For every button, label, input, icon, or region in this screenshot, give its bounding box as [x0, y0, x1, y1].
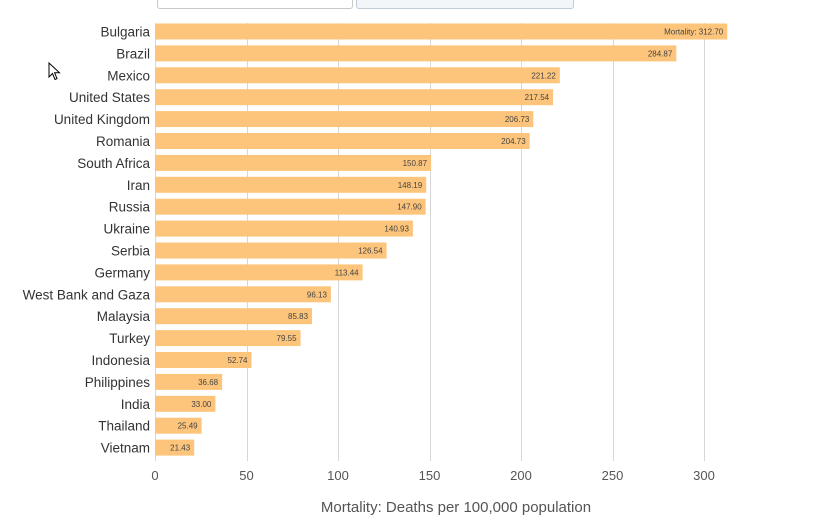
category-label: Indonesia: [91, 353, 150, 368]
bar[interactable]: [155, 395, 216, 412]
data-label: 36.68: [198, 378, 219, 387]
bar[interactable]: [155, 89, 554, 106]
bar[interactable]: [155, 45, 677, 62]
data-label: 148.19: [398, 181, 423, 190]
data-label: 96.13: [307, 290, 328, 299]
category-label: Malaysia: [97, 309, 151, 324]
grid-lines: [155, 23, 705, 461]
data-label: 25.49: [178, 422, 199, 431]
top-control-right[interactable]: [356, 0, 574, 9]
category-label: Turkey: [109, 331, 150, 346]
category-label: Philippines: [85, 375, 151, 390]
x-tick-label: 250: [602, 468, 624, 483]
category-labels: Bulgaria Brazil Mexico United States United …: [23, 25, 151, 456]
category-label: Mexico: [107, 68, 150, 83]
category-label: India: [121, 397, 151, 412]
category-label: Germany: [94, 265, 150, 280]
top-control-left[interactable]: [157, 0, 353, 9]
data-label: 140.93: [384, 225, 409, 234]
data-label: 206.73: [505, 115, 530, 124]
bar[interactable]: [155, 286, 331, 303]
bar[interactable]: [155, 67, 560, 84]
bar[interactable]: [155, 330, 301, 347]
data-label: 79.55: [277, 334, 298, 343]
x-tick-label: 100: [327, 468, 349, 483]
bar[interactable]: [155, 264, 363, 281]
data-label: Mortality: 312.70: [664, 28, 724, 37]
data-label: 52.74: [227, 356, 248, 365]
category-label: Thailand: [98, 419, 150, 434]
category-label: West Bank and Gaza: [23, 287, 151, 302]
x-axis-title: Mortality: Deaths per 100,000 population: [321, 499, 591, 516]
x-tick-label: 150: [419, 468, 441, 483]
category-label: Ukraine: [103, 222, 150, 237]
bar[interactable]: [155, 23, 728, 40]
bars: Mortality: 312.70 284.87 221.22 217.54 206.7…: [155, 23, 728, 456]
bar[interactable]: [155, 176, 427, 193]
data-label: 21.43: [170, 444, 191, 453]
category-label: Vietnam: [101, 441, 150, 456]
category-label: United States: [69, 90, 150, 105]
bar[interactable]: [155, 198, 426, 215]
data-label: 221.22: [531, 71, 556, 80]
x-tick-label: 50: [239, 468, 253, 483]
data-label: 147.90: [397, 203, 422, 212]
bar[interactable]: [155, 133, 530, 149]
data-label: 204.73: [501, 137, 526, 146]
bar[interactable]: [155, 373, 223, 390]
bar[interactable]: [155, 352, 252, 368]
data-label: 113.44: [335, 268, 359, 277]
bar[interactable]: [155, 417, 202, 434]
bar[interactable]: [155, 439, 195, 456]
data-label: 150.87: [403, 159, 428, 168]
data-label: 85.83: [288, 312, 309, 321]
category-label: Serbia: [111, 244, 151, 259]
data-label: 126.54: [358, 247, 383, 256]
data-label: 284.87: [648, 49, 673, 58]
arrow-pointer-icon: [48, 62, 61, 81]
x-tick-label: 200: [510, 468, 532, 483]
x-tick-label: 300: [693, 468, 715, 483]
category-label: United Kingdom: [54, 112, 150, 127]
bar[interactable]: [155, 242, 387, 259]
category-label: Bulgaria: [100, 25, 150, 40]
category-label: Russia: [109, 200, 151, 215]
bar[interactable]: [155, 154, 432, 171]
data-label: 217.54: [525, 93, 550, 102]
category-label: Iran: [127, 178, 150, 193]
data-label: 33.00: [191, 400, 212, 409]
category-label: Brazil: [116, 46, 150, 61]
bar[interactable]: [155, 111, 534, 128]
bar[interactable]: [155, 220, 413, 237]
category-label: Romania: [96, 134, 151, 149]
x-tick-labels: 0 50 100 150 200 250 300: [151, 468, 714, 483]
x-tick-label: 0: [151, 468, 158, 483]
category-label: South Africa: [77, 156, 150, 171]
bar[interactable]: [155, 308, 313, 325]
